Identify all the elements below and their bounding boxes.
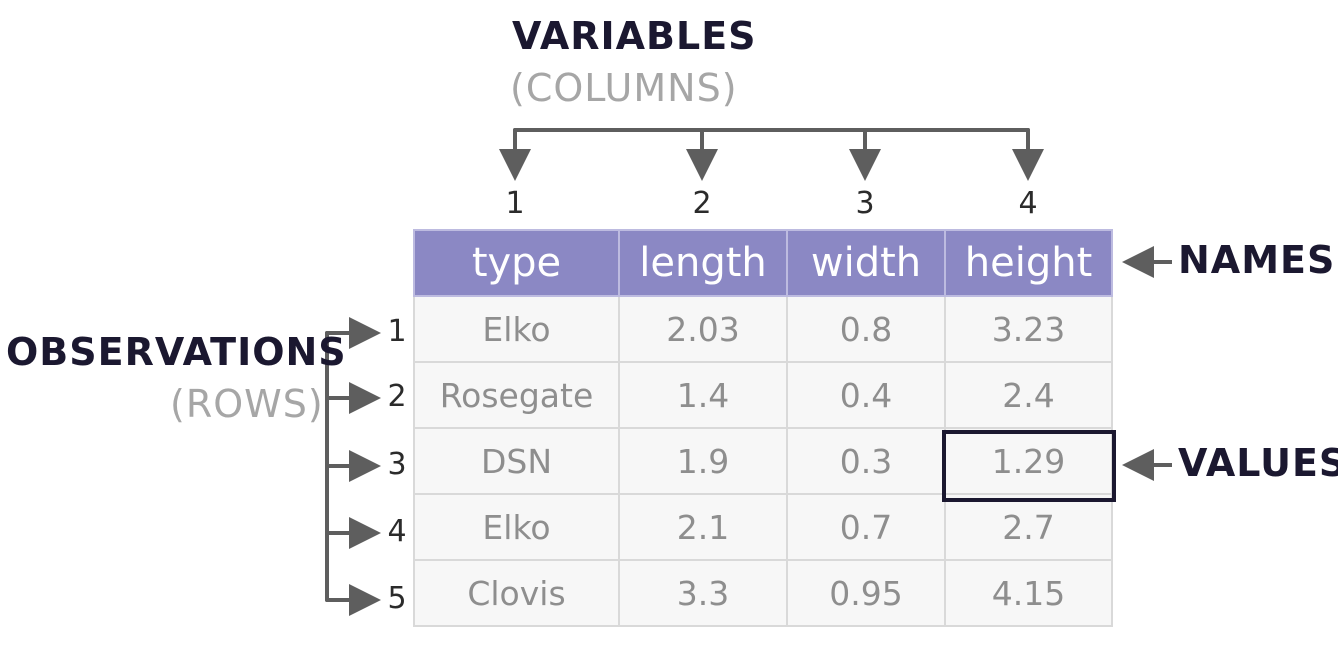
- cell-width: 0.4: [786, 361, 946, 429]
- header-type: type: [413, 229, 620, 297]
- row-number-1: 1: [387, 314, 407, 349]
- column-number-2: 2: [692, 186, 712, 221]
- names-label: NAMES: [1178, 238, 1336, 282]
- header-height: height: [944, 229, 1113, 297]
- header-row: type length width height: [413, 229, 1113, 297]
- cell-type: Elko: [413, 295, 620, 363]
- cell-type: Rosegate: [413, 361, 620, 429]
- observations-label: OBSERVATIONS: [6, 330, 347, 374]
- table-row: Clovis 3.3 0.95 4.15: [413, 559, 1113, 627]
- cell-width: 0.7: [786, 493, 946, 561]
- column-number-4: 4: [1018, 186, 1038, 221]
- column-number-1: 1: [505, 186, 525, 221]
- header-width: width: [786, 229, 946, 297]
- cell-height: 1.29: [944, 427, 1113, 495]
- row-number-3: 3: [387, 447, 407, 482]
- table-row: DSN 1.9 0.3 1.29: [413, 427, 1113, 495]
- data-table: type length width height Elko 2.03 0.8 3…: [413, 229, 1113, 627]
- highlighted-value-box: [942, 430, 1116, 502]
- cell-type: DSN: [413, 427, 620, 495]
- cell-height: 3.23: [944, 295, 1113, 363]
- variables-sub-label: (COLUMNS): [510, 66, 738, 110]
- row-number-5: 5: [387, 581, 407, 616]
- table-row: Rosegate 1.4 0.4 2.4: [413, 361, 1113, 429]
- cell-width: 0.8: [786, 295, 946, 363]
- observations-sub-label: (ROWS): [170, 382, 324, 426]
- cell-width: 0.95: [786, 559, 946, 627]
- cell-height: 2.4: [944, 361, 1113, 429]
- cell-height: 4.15: [944, 559, 1113, 627]
- cell-length: 1.9: [618, 427, 788, 495]
- cell-type: Elko: [413, 493, 620, 561]
- column-number-3: 3: [855, 186, 875, 221]
- columns-bracket: [499, 128, 1044, 181]
- row-number-4: 4: [387, 514, 407, 549]
- values-label: VALUES: [1178, 441, 1338, 485]
- cell-length: 1.4: [618, 361, 788, 429]
- cell-length: 2.03: [618, 295, 788, 363]
- table-row: Elko 2.1 0.7 2.7: [413, 493, 1113, 561]
- cell-width: 0.3: [786, 427, 946, 495]
- table-row: Elko 2.03 0.8 3.23: [413, 295, 1113, 363]
- header-length: length: [618, 229, 788, 297]
- row-number-2: 2: [387, 379, 407, 414]
- cell-length: 3.3: [618, 559, 788, 627]
- rows-bracket: [325, 317, 381, 616]
- variables-label: VARIABLES: [512, 14, 757, 58]
- cell-type: Clovis: [413, 559, 620, 627]
- cell-length: 2.1: [618, 493, 788, 561]
- cell-height: 2.7: [944, 493, 1113, 561]
